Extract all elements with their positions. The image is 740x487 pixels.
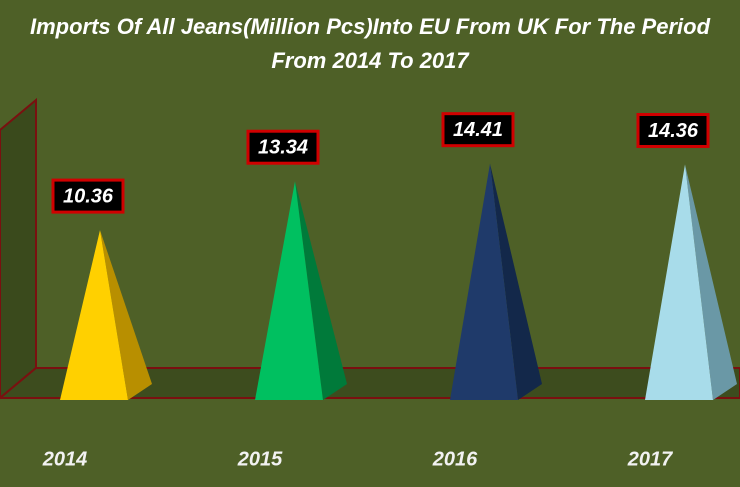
chart-title: Imports Of All Jeans(Million Pcs)Into EU…	[30, 14, 711, 39]
pyramid-side	[295, 181, 347, 400]
x-tick-label: 2017	[627, 448, 673, 470]
value-label: 14.36	[648, 120, 699, 142]
value-label-box	[441, 112, 515, 148]
value-label: 14.41	[453, 119, 503, 141]
value-label-box	[246, 129, 320, 165]
chart-subtitle: From 2014 To 2017	[271, 48, 470, 73]
pyramid-front	[60, 230, 128, 400]
back-wall	[0, 97, 37, 400]
pyramid-front	[255, 181, 323, 400]
pyramid-side	[100, 230, 152, 400]
value-label: 10.36	[63, 185, 114, 207]
value-label: 13.34	[258, 137, 308, 159]
x-tick-label: 2014	[42, 448, 88, 470]
pyramid-side	[490, 163, 542, 400]
x-tick-label: 2015	[237, 448, 283, 470]
value-label-box	[51, 178, 125, 214]
pyramid-side	[685, 164, 737, 400]
value-label-box	[636, 112, 710, 148]
pyramid-front	[450, 163, 518, 400]
x-tick-label: 2016	[432, 448, 478, 470]
pyramid-front	[645, 164, 713, 400]
